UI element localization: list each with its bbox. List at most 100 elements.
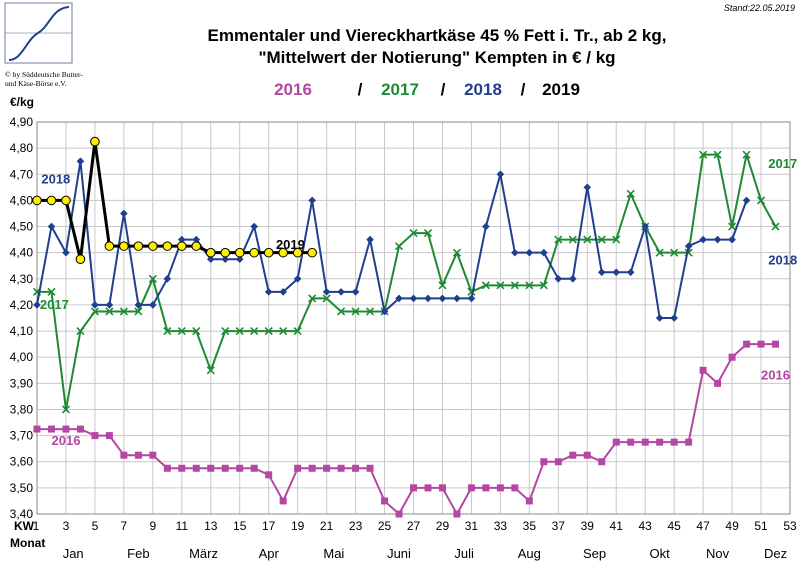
data-point bbox=[263, 247, 274, 258]
plot-frame bbox=[36, 121, 791, 515]
data-point bbox=[467, 484, 475, 492]
data-point bbox=[394, 242, 404, 251]
logo bbox=[4, 2, 73, 64]
series-label-2017: 2017 bbox=[768, 156, 797, 171]
data-point bbox=[540, 458, 548, 466]
data-point bbox=[134, 301, 143, 309]
series-label-2018: 2018 bbox=[768, 253, 797, 268]
data-point bbox=[381, 497, 389, 505]
data-point bbox=[395, 294, 403, 303]
month-label: Feb bbox=[127, 546, 149, 561]
data-point bbox=[61, 195, 71, 206]
legend-2018: 2018 bbox=[464, 80, 502, 99]
data-point bbox=[597, 268, 606, 277]
x-tick-label: 53 bbox=[783, 519, 797, 533]
data-point bbox=[713, 235, 722, 244]
data-point bbox=[207, 464, 215, 472]
data-point bbox=[149, 451, 157, 459]
data-point bbox=[453, 510, 461, 518]
data-point bbox=[728, 235, 736, 244]
data-point bbox=[91, 301, 99, 309]
data-point bbox=[742, 150, 751, 159]
data-point bbox=[670, 248, 679, 257]
data-point bbox=[453, 294, 461, 303]
legend-2019: 2019 bbox=[542, 80, 580, 99]
data-point bbox=[337, 288, 345, 296]
plot-area: 3,40 3,50 3,60 3,70 3,80 3,90 4,00 4,10 4,20 4,30… bbox=[10, 115, 798, 561]
month-label: Aug bbox=[518, 546, 541, 561]
data-point bbox=[148, 274, 157, 283]
data-point bbox=[33, 301, 41, 309]
legend-separator: / bbox=[521, 80, 526, 99]
data-point bbox=[772, 340, 780, 348]
data-point bbox=[177, 241, 187, 251]
data-point bbox=[90, 307, 99, 316]
data-point bbox=[699, 150, 708, 159]
data-point bbox=[670, 314, 678, 322]
x-tick-label: 47 bbox=[696, 519, 710, 533]
data-point bbox=[76, 425, 84, 433]
data-point bbox=[105, 301, 114, 309]
data-point bbox=[482, 484, 490, 492]
series-label-2017: 2017 bbox=[40, 297, 69, 312]
y-tick-label: 4,00 bbox=[10, 350, 34, 364]
month-label: Mai bbox=[323, 546, 344, 561]
data-point bbox=[206, 366, 215, 375]
x-tick-label: 17 bbox=[262, 519, 276, 533]
month-label: Nov bbox=[706, 546, 730, 561]
data-point bbox=[323, 464, 331, 472]
data-point bbox=[33, 425, 41, 433]
data-point bbox=[713, 150, 722, 159]
data-point bbox=[134, 307, 143, 316]
data-point bbox=[670, 438, 678, 446]
x-tick-label: 51 bbox=[754, 519, 768, 533]
data-point bbox=[554, 275, 563, 283]
data-point bbox=[119, 307, 128, 316]
data-point bbox=[597, 235, 606, 244]
data-point bbox=[46, 195, 57, 206]
y-tick-label: 4,10 bbox=[10, 324, 34, 338]
y-tick-label: 4,60 bbox=[10, 193, 34, 207]
x-tick-label: 37 bbox=[552, 519, 566, 533]
x-tick-label: 3 bbox=[63, 519, 70, 533]
data-point bbox=[410, 484, 417, 492]
chart-subtitle: "Mittelwert der Notierung" Kempten in € … bbox=[258, 48, 615, 67]
data-point bbox=[264, 288, 273, 296]
x-tick-label: 27 bbox=[407, 519, 421, 533]
data-point bbox=[656, 438, 664, 446]
x-tick-label: 39 bbox=[581, 519, 595, 533]
data-point bbox=[511, 484, 519, 492]
data-point bbox=[525, 497, 533, 505]
data-point bbox=[235, 327, 244, 336]
data-point bbox=[192, 327, 201, 336]
data-point bbox=[482, 222, 490, 231]
y-tick-label: 3,80 bbox=[10, 402, 34, 416]
data-point bbox=[612, 235, 621, 244]
data-point bbox=[728, 353, 736, 361]
data-point bbox=[685, 438, 693, 446]
data-point bbox=[424, 484, 432, 492]
data-point bbox=[148, 241, 158, 251]
data-point bbox=[540, 248, 548, 257]
series-label-2019: 2019 bbox=[276, 237, 305, 252]
y-tick-label: 4,80 bbox=[10, 141, 34, 155]
y-tick-label: 3,90 bbox=[10, 376, 34, 390]
month-label: Juni bbox=[387, 546, 411, 561]
data-point bbox=[308, 196, 316, 205]
data-point bbox=[192, 235, 201, 244]
data-point bbox=[423, 229, 433, 238]
data-point bbox=[119, 241, 129, 251]
data-point bbox=[293, 327, 302, 336]
data-point bbox=[438, 294, 447, 303]
x-tick-label: 23 bbox=[349, 519, 363, 533]
copyright-line2: und Käse-Börse e.V. bbox=[5, 79, 67, 88]
data-point bbox=[192, 464, 200, 472]
data-point bbox=[714, 379, 722, 387]
legend-separator: / bbox=[441, 80, 446, 99]
data-point bbox=[395, 510, 403, 518]
data-point bbox=[409, 294, 418, 303]
data-point bbox=[47, 287, 56, 296]
data-point bbox=[366, 464, 374, 472]
month-label: Okt bbox=[650, 546, 671, 561]
month-label: Juli bbox=[454, 546, 474, 561]
